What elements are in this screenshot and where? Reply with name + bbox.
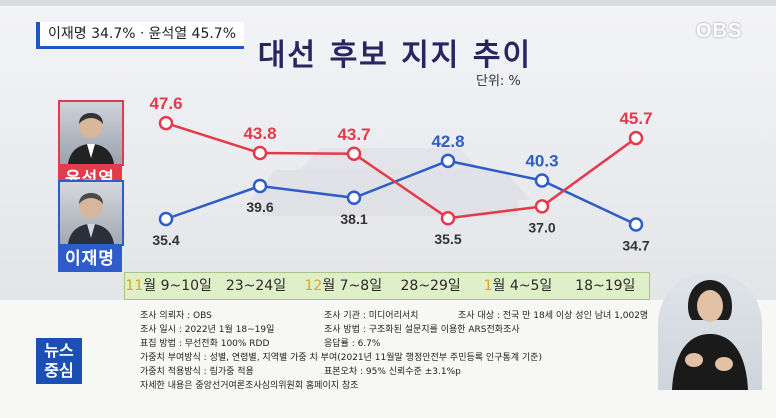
data-point bbox=[628, 217, 644, 232]
data-label: 35.4 bbox=[152, 232, 179, 248]
footer-agency: 조사 기관 : 미디어리서치 bbox=[324, 311, 419, 321]
broadcaster-logo: OBS bbox=[696, 20, 743, 42]
footer-requester: 조사 의뢰자 : OBS bbox=[140, 311, 212, 321]
data-label: 39.6 bbox=[246, 199, 273, 215]
data-point bbox=[252, 145, 268, 161]
candidate-lee: 이재명 bbox=[58, 180, 124, 272]
data-point bbox=[346, 190, 362, 206]
data-point bbox=[158, 211, 174, 227]
candidate-photo-lee bbox=[58, 180, 124, 246]
interpreter-figure bbox=[672, 280, 748, 390]
data-point bbox=[628, 130, 644, 146]
data-label: 43.8 bbox=[243, 124, 276, 143]
data-point bbox=[440, 153, 456, 169]
data-label: 45.7 bbox=[619, 109, 652, 128]
candidate-photo-yoon bbox=[58, 100, 124, 166]
data-point bbox=[252, 178, 268, 194]
data-label: 34.7 bbox=[622, 238, 649, 254]
x-tick-label: 11월 9~10일 bbox=[125, 278, 212, 294]
news-badge-line1: 뉴스 bbox=[44, 341, 74, 360]
footer-weight-apply: 가중치 적용방식 : 림가중 적용 bbox=[140, 367, 254, 377]
footer-reference: 자세한 내용은 중앙선거여론조사심의위원회 홈페이지 참조 bbox=[140, 381, 359, 391]
watermark-emblem bbox=[250, 148, 530, 216]
data-label: 35.5 bbox=[434, 231, 461, 247]
footer-response-rate: 응답률 : 6.7% bbox=[324, 339, 381, 349]
x-tick-label: 28~29일 bbox=[400, 278, 461, 294]
data-point bbox=[534, 173, 550, 188]
x-axis: 11월 9~10일 23~24일 12월 7~8일 28~29일 1월 4~5일 18~1… bbox=[124, 272, 650, 300]
x-tick-month: 12 bbox=[304, 278, 323, 294]
data-label: 38.1 bbox=[340, 211, 367, 227]
data-point bbox=[534, 199, 550, 214]
candidate-name-lee: 이재명 bbox=[58, 246, 122, 272]
news-badge: 뉴스 중심 bbox=[36, 338, 82, 384]
series-line bbox=[165, 159, 637, 226]
data-label: 42.8 bbox=[431, 132, 464, 151]
person-icon bbox=[68, 193, 114, 244]
data-point bbox=[346, 146, 362, 162]
data-label: 47.6 bbox=[149, 94, 182, 113]
headline-caption: 이재명 34.7%ㆍ윤석열 45.7% bbox=[36, 22, 245, 49]
person-icon bbox=[68, 113, 114, 164]
survey-footer: 조사 의뢰자 : OBS 조사 기관 : 미디어리서치 조사 대상 : 전국 만… bbox=[0, 300, 776, 418]
unit-label: 단위: % bbox=[476, 74, 521, 89]
sign-language-interpreter bbox=[658, 272, 762, 390]
line-chart: 35.4 39.6 38.1 42.8 40.3 34.7 47.6 43.8 43.7 35.5… bbox=[149, 94, 652, 254]
x-tick-label: 23~24일 bbox=[225, 278, 287, 294]
x-tick-month: 11 bbox=[125, 278, 144, 294]
footer-weighting: 가중치 부여방식 : 성별, 연령별, 지역별 가중 치 부여(2021년 11… bbox=[140, 353, 542, 363]
series-line bbox=[165, 121, 637, 220]
data-label: 37.0 bbox=[528, 219, 555, 235]
footer-method: 조사 방법 : 구조화된 설문지를 이용한 ARS전화조사 bbox=[324, 325, 520, 335]
x-tick-label: 18~19일 bbox=[575, 278, 636, 294]
data-label: 40.3 bbox=[525, 152, 558, 171]
footer-target: 조사 대상 : 전국 만 18세 이상 성인 남녀 1,002명 bbox=[458, 311, 649, 321]
top-strip bbox=[0, 0, 776, 6]
footer-sampling: 표집 방법 : 무선전화 100% RDD bbox=[140, 339, 270, 349]
footer-date: 조사 일시 : 2022년 1월 18~19일 bbox=[140, 325, 275, 335]
data-point bbox=[158, 115, 174, 131]
x-tick-label: 1월 4~5일 bbox=[483, 278, 553, 294]
data-point bbox=[440, 210, 456, 226]
x-tick-label: 12월 7~8일 bbox=[304, 278, 383, 294]
x-tick-month: 1 bbox=[483, 278, 493, 294]
news-badge-line2: 중심 bbox=[44, 361, 74, 380]
footer-margin-error: 표본오차 : 95% 신뢰수준 ±3.1%p bbox=[324, 367, 461, 377]
data-label: 43.7 bbox=[337, 125, 370, 144]
chart-title: 대선 후보 지지 추이 bbox=[257, 38, 533, 73]
